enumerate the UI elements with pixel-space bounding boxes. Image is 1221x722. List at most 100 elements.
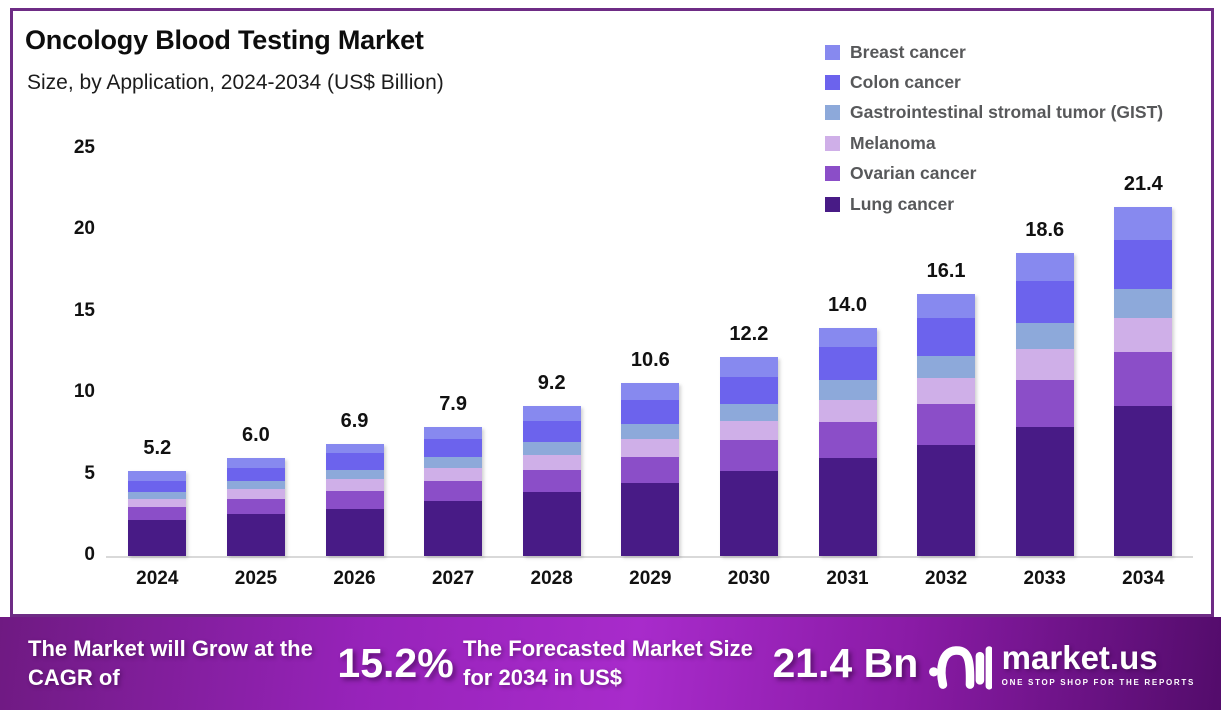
- bar-value-label-2027: 7.9: [439, 393, 467, 416]
- bar-segment-breast-cancer: [128, 471, 187, 482]
- bar-segment-colon-cancer: [1114, 239, 1173, 289]
- bar-segment-gastrointestinal-stromal-tumor-gist: [325, 469, 384, 480]
- legend-label: Colon cancer: [850, 72, 961, 93]
- bar-segment-colon-cancer: [325, 453, 384, 470]
- bar-segment-breast-cancer: [424, 427, 483, 439]
- bar-segment-ovarian-cancer: [1015, 379, 1074, 428]
- x-axis-label-2032: 2032: [924, 568, 968, 589]
- x-axis-label-2033: 2033: [1023, 568, 1066, 589]
- legend-swatch-icon: [825, 196, 840, 212]
- x-axis-label-2028: 2028: [530, 568, 573, 589]
- bar-segment-ovarian-cancer: [522, 469, 581, 493]
- bar-segment-melanoma: [719, 420, 778, 441]
- bar-segment-lung-cancer: [818, 458, 877, 556]
- bar-value-label-2030: 12.2: [729, 323, 769, 346]
- y-axis-tick-0: 0: [84, 544, 95, 565]
- bar-segment-lung-cancer: [719, 471, 778, 556]
- bar-segment-gastrointestinal-stromal-tumor-gist: [424, 456, 483, 468]
- bar-segment-ovarian-cancer: [424, 481, 483, 501]
- stacked-bar-2030: [719, 357, 778, 556]
- y-axis-tick-5: 5: [84, 462, 95, 484]
- legend-item-gastrointestinal-stromal-tumor-gist: Gastrointestinal stromal tumor (GIST): [825, 98, 1163, 128]
- brand-name: market.us: [1001, 638, 1158, 676]
- plot-area: 0 5 10 15 20 25 5.2 2024 6.0 2025 6.9 2026 7.9 2027 9.…: [13, 11, 1211, 614]
- bar-segment-breast-cancer: [522, 406, 581, 421]
- bar-segment-lung-cancer: [621, 482, 680, 556]
- legend-label: Ovarian cancer: [850, 163, 977, 184]
- bar-segment-melanoma: [818, 399, 877, 423]
- bar-value-label-2032: 16.1: [926, 259, 966, 282]
- bar-segment-gastrointestinal-stromal-tumor-gist: [226, 481, 285, 490]
- legend-item-melanoma: Melanoma: [825, 128, 1163, 158]
- bar-segment-ovarian-cancer: [621, 456, 680, 483]
- bar-segment-lung-cancer: [226, 513, 285, 556]
- legend-swatch-icon: [825, 166, 840, 182]
- legend-label: Melanoma: [850, 132, 936, 153]
- bar-segment-melanoma: [1015, 348, 1074, 380]
- bar-segment-breast-cancer: [917, 293, 976, 319]
- bar-segment-gastrointestinal-stromal-tumor-gist: [917, 355, 976, 379]
- bar-segment-breast-cancer: [1114, 207, 1173, 240]
- x-axis-label-2026: 2026: [333, 568, 376, 589]
- x-axis-label-2027: 2027: [431, 568, 475, 589]
- y-axis-tick-15: 15: [73, 299, 95, 321]
- chart-frame: Oncology Blood Testing Market Size, by A…: [10, 8, 1214, 617]
- y-axis-tick-25: 25: [73, 136, 95, 158]
- bar-value-label-2029: 10.6: [630, 349, 670, 372]
- bar-segment-lung-cancer: [128, 520, 187, 556]
- bar-segment-breast-cancer: [621, 383, 680, 400]
- forecast-value: 21.4 Bn: [772, 640, 919, 686]
- bar-value-label-2025: 6.0: [241, 424, 270, 447]
- bottom-banner: The Market will Grow at the CAGR of 15.2…: [0, 617, 1221, 710]
- bar-segment-colon-cancer: [226, 468, 285, 482]
- bar-segment-lung-cancer: [1015, 427, 1074, 556]
- legend-label: Breast cancer: [850, 41, 966, 62]
- bar-segment-melanoma: [424, 468, 483, 482]
- stacked-bar-2029: [621, 383, 680, 556]
- bar-segment-ovarian-cancer: [325, 490, 384, 509]
- bar-segment-colon-cancer: [1015, 280, 1074, 323]
- stacked-bar-2025: [226, 458, 285, 556]
- bar-segment-gastrointestinal-stromal-tumor-gist: [818, 379, 877, 400]
- chart-subtitle: Size, by Application, 2024-2034 (US$ Bil…: [27, 71, 444, 94]
- bar-segment-colon-cancer: [917, 318, 976, 356]
- marketus-logo-icon: [928, 645, 992, 690]
- bar-segment-gastrointestinal-stromal-tumor-gist: [522, 441, 581, 455]
- bar-value-label-2026: 6.9: [340, 409, 369, 432]
- legend-item-lung-cancer: Lung cancer: [825, 189, 1163, 219]
- bar-segment-ovarian-cancer: [818, 422, 877, 459]
- chart-title: Oncology Blood Testing Market: [25, 25, 424, 55]
- bar-segment-breast-cancer: [226, 458, 285, 469]
- bar-segment-gastrointestinal-stromal-tumor-gist: [128, 492, 187, 499]
- bar-segment-colon-cancer: [522, 420, 581, 442]
- bar-segment-lung-cancer: [325, 508, 384, 556]
- forecast-label: The Forecasted Market Size for 2034 in U…: [463, 636, 753, 690]
- x-axis-label-2031: 2031: [826, 568, 869, 589]
- stacked-bar-2026: [325, 443, 384, 556]
- bar-segment-gastrointestinal-stromal-tumor-gist: [1114, 288, 1173, 319]
- bar-value-label-2028: 9.2: [537, 372, 566, 395]
- x-axis-label-2024: 2024: [136, 568, 179, 589]
- bar-segment-ovarian-cancer: [719, 440, 778, 472]
- brand-tagline: ONE STOP SHOP FOR THE REPORTS: [1001, 677, 1195, 687]
- bar-value-label-2024: 5.2: [143, 437, 172, 460]
- bar-value-label-2031: 14.0: [828, 293, 867, 316]
- bar-segment-gastrointestinal-stromal-tumor-gist: [1015, 322, 1074, 349]
- legend-item-ovarian-cancer: Ovarian cancer: [825, 159, 1163, 189]
- legend-swatch-icon: [825, 75, 840, 91]
- y-axis-tick-20: 20: [73, 218, 95, 239]
- bar-segment-melanoma: [1114, 318, 1173, 353]
- bar-segment-lung-cancer: [424, 500, 483, 556]
- x-axis-line: [106, 556, 1193, 558]
- chart-legend: Breast cancer Colon cancer Gastrointestina…: [825, 37, 1163, 219]
- bar-segment-colon-cancer: [424, 438, 483, 457]
- bar-segment-melanoma: [522, 454, 581, 470]
- legend-item-breast-cancer: Breast cancer: [825, 37, 1163, 67]
- x-axis-label-2034: 2034: [1122, 568, 1165, 589]
- legend-label: Lung cancer: [850, 193, 955, 214]
- bar-segment-colon-cancer: [719, 376, 778, 405]
- legend-item-colon-cancer: Colon cancer: [825, 67, 1163, 97]
- bar-value-label-2034: 21.4: [1123, 173, 1163, 196]
- stacked-bar-2024: [128, 471, 187, 556]
